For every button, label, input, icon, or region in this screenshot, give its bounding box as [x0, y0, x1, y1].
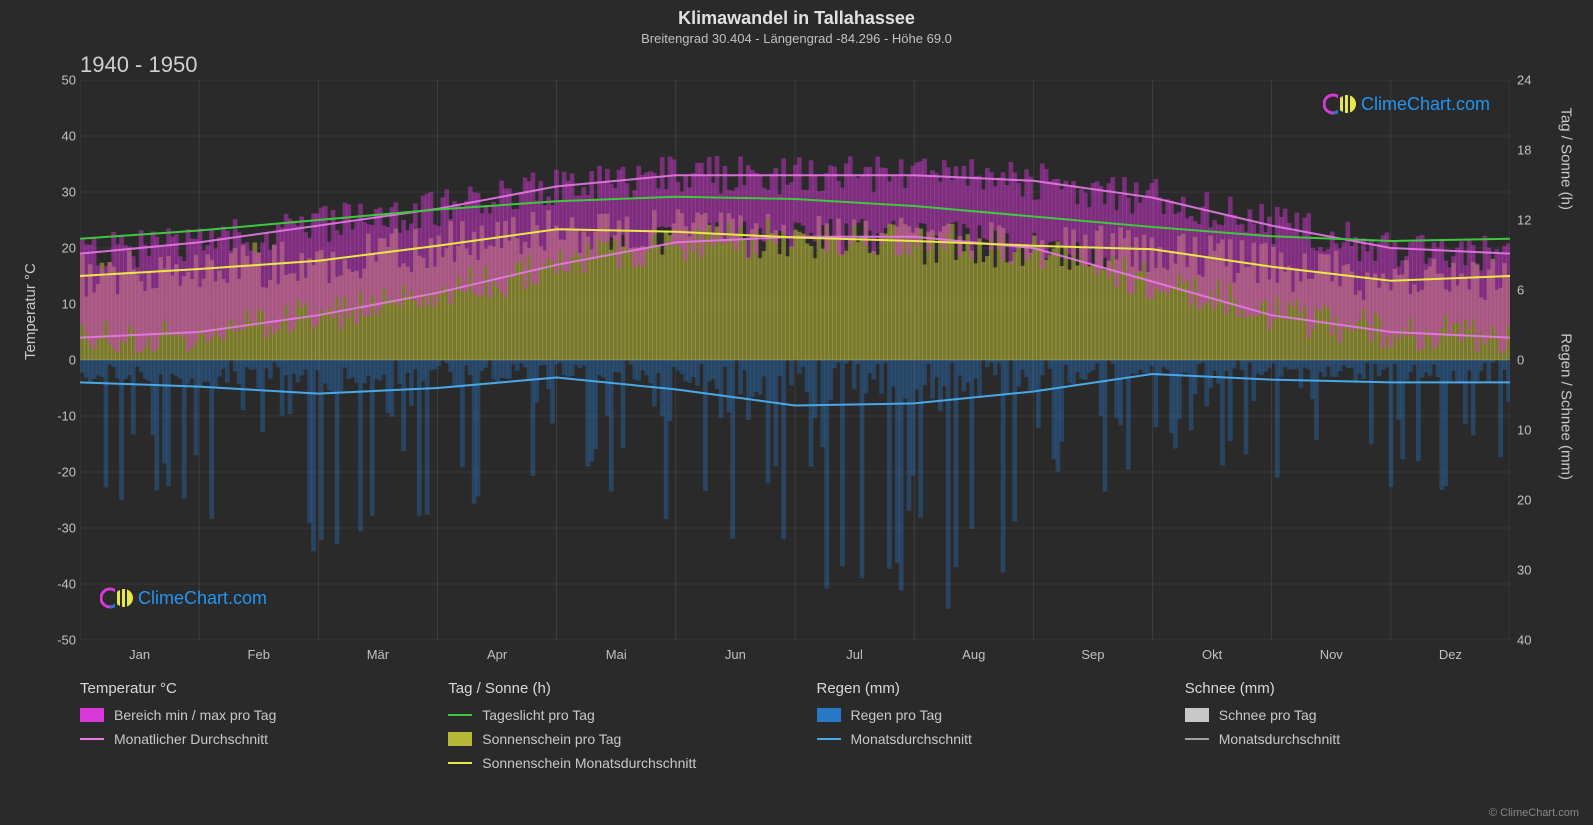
- y-right-tick: 40: [1517, 633, 1545, 648]
- legend-header: Tag / Sonne (h): [448, 680, 776, 697]
- y-left-tick: -40: [48, 577, 76, 592]
- legend: Temperatur °C Bereich min / max pro Tag M…: [80, 680, 1513, 779]
- chart-subtitle: Breitengrad 30.404 - Längengrad -84.296 …: [0, 31, 1593, 46]
- legend-item: Schnee pro Tag: [1185, 707, 1513, 723]
- y-left-tick: 40: [48, 129, 76, 144]
- copyright: © ClimeChart.com: [1489, 807, 1579, 819]
- y-right-axis-label-top: Tag / Sonne (h): [1558, 107, 1575, 210]
- legend-label: Monatlicher Durchschnitt: [114, 731, 268, 747]
- brand-text: ClimeChart.com: [138, 588, 267, 609]
- period-label: 1940 - 1950: [80, 52, 197, 78]
- legend-col-sun: Tag / Sonne (h) Tageslicht pro Tag Sonnen…: [448, 680, 776, 779]
- y-right-tick: 24: [1517, 73, 1545, 88]
- legend-label: Sonnenschein pro Tag: [482, 731, 621, 747]
- y-right-tick: 20: [1517, 493, 1545, 508]
- legend-item: Sonnenschein pro Tag: [448, 731, 776, 747]
- legend-header: Temperatur °C: [80, 680, 408, 697]
- chart-title: Klimawandel in Tallahassee: [0, 0, 1593, 29]
- y-left-axis-label: Temperatur °C: [22, 263, 39, 360]
- y-left-tick: 10: [48, 297, 76, 312]
- legend-swatch: [80, 738, 104, 740]
- legend-label: Sonnenschein Monatsdurchschnitt: [482, 755, 696, 771]
- y-right-tick: 30: [1517, 563, 1545, 578]
- legend-header: Regen (mm): [817, 680, 1145, 697]
- y-left-tick: 50: [48, 73, 76, 88]
- x-month-tick: Aug: [962, 647, 985, 662]
- legend-label: Monatsdurchschnitt: [851, 731, 972, 747]
- chart-plot-area: JanFebMärAprMaiJunJulAugSepOktNovDez Cli…: [80, 80, 1510, 640]
- legend-header: Schnee (mm): [1185, 680, 1513, 697]
- legend-col-temp: Temperatur °C Bereich min / max pro Tag M…: [80, 680, 408, 779]
- legend-col-rain: Regen (mm) Regen pro Tag Monatsdurchschni…: [817, 680, 1145, 779]
- legend-label: Schnee pro Tag: [1219, 707, 1317, 723]
- legend-swatch: [817, 708, 841, 722]
- y-right-tick: 6: [1517, 283, 1545, 298]
- x-month-tick: Mär: [367, 647, 389, 662]
- legend-item: Bereich min / max pro Tag: [80, 707, 408, 723]
- y-left-tick: 0: [48, 353, 76, 368]
- climechart-icon: [100, 586, 134, 610]
- legend-swatch: [448, 762, 472, 764]
- x-month-tick: Jul: [846, 647, 863, 662]
- y-right-tick: 0: [1517, 353, 1545, 368]
- legend-item: Regen pro Tag: [817, 707, 1145, 723]
- x-month-tick: Mai: [606, 647, 627, 662]
- y-right-axis-label-bottom: Regen / Schnee (mm): [1558, 333, 1575, 480]
- legend-label: Bereich min / max pro Tag: [114, 707, 276, 723]
- brand-logo-bottom: ClimeChart.com: [100, 586, 267, 610]
- x-month-tick: Feb: [248, 647, 270, 662]
- legend-swatch: [1185, 708, 1209, 722]
- y-left-tick: -50: [48, 633, 76, 648]
- x-month-tick: Jan: [129, 647, 150, 662]
- y-right-tick: 10: [1517, 423, 1545, 438]
- legend-swatch: [817, 738, 841, 740]
- y-right-tick: 12: [1517, 213, 1545, 228]
- legend-label: Regen pro Tag: [851, 707, 943, 723]
- y-left-tick: -20: [48, 465, 76, 480]
- legend-item: Sonnenschein Monatsdurchschnitt: [448, 755, 776, 771]
- climechart-icon: [1323, 92, 1357, 116]
- legend-item: Tageslicht pro Tag: [448, 707, 776, 723]
- legend-swatch: [448, 732, 472, 746]
- y-left-tick: 30: [48, 185, 76, 200]
- x-month-tick: Dez: [1439, 647, 1462, 662]
- legend-item: Monatsdurchschnitt: [817, 731, 1145, 747]
- brand-logo-top: ClimeChart.com: [1323, 92, 1490, 116]
- legend-swatch: [448, 714, 472, 716]
- legend-label: Monatsdurchschnitt: [1219, 731, 1340, 747]
- brand-text: ClimeChart.com: [1361, 94, 1490, 115]
- legend-swatch: [1185, 738, 1209, 740]
- x-month-tick: Okt: [1202, 647, 1222, 662]
- x-month-tick: Apr: [487, 647, 507, 662]
- y-left-tick: -10: [48, 409, 76, 424]
- y-left-tick: 20: [48, 241, 76, 256]
- legend-item: Monatsdurchschnitt: [1185, 731, 1513, 747]
- y-right-tick: 18: [1517, 143, 1545, 158]
- legend-item: Monatlicher Durchschnitt: [80, 731, 408, 747]
- x-month-tick: Sep: [1081, 647, 1104, 662]
- y-left-tick: -30: [48, 521, 76, 536]
- legend-label: Tageslicht pro Tag: [482, 707, 595, 723]
- x-month-tick: Jun: [725, 647, 746, 662]
- legend-swatch: [80, 708, 104, 722]
- legend-col-snow: Schnee (mm) Schnee pro Tag Monatsdurchsch…: [1185, 680, 1513, 779]
- chart-svg: [80, 80, 1510, 640]
- x-month-tick: Nov: [1320, 647, 1343, 662]
